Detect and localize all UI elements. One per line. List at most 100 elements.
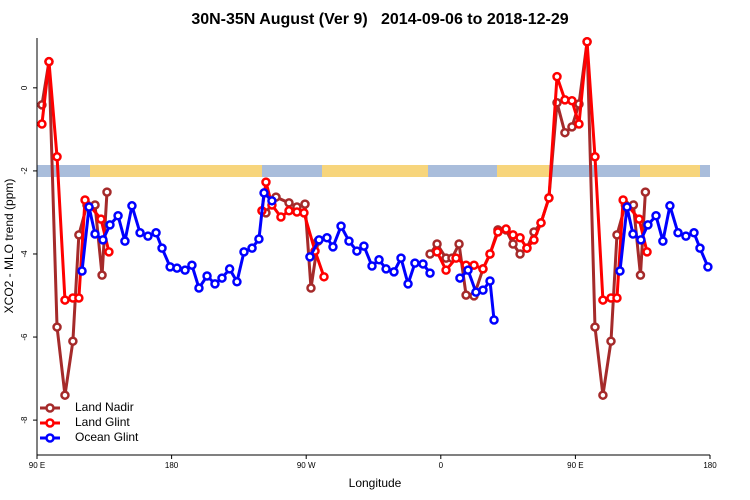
data-point [612, 293, 622, 303]
y-tick-label: -6 [20, 333, 29, 341]
legend-label: Ocean Glint [75, 430, 139, 444]
data-point [80, 195, 90, 205]
data-point [410, 258, 420, 268]
data-point [322, 233, 332, 243]
data-point [501, 224, 511, 234]
data-point [267, 196, 277, 206]
chart-title: 30N-35N August (Ver 9) 2014-09-06 to 201… [191, 11, 568, 28]
data-point [261, 177, 271, 187]
data-point [90, 229, 100, 239]
data-point [463, 265, 473, 275]
y-tick-label: -4 [20, 250, 29, 258]
data-point [478, 285, 488, 295]
data-point [582, 36, 592, 47]
data-point [97, 270, 107, 280]
data-point [634, 214, 644, 224]
data-point [247, 243, 257, 253]
y-tick-label: 0 [20, 85, 29, 90]
data-point [403, 279, 413, 289]
data-point [60, 295, 70, 305]
data-point [485, 249, 495, 259]
data-point [508, 239, 518, 249]
data-point [352, 246, 362, 256]
data-point [151, 228, 161, 238]
data-point [658, 236, 668, 246]
land-ocean-band [37, 165, 710, 177]
data-point [300, 199, 310, 209]
y-tick-label: -8 [20, 416, 29, 424]
data-point [590, 152, 600, 162]
legend-marker [45, 433, 55, 443]
legend-label: Land Glint [75, 415, 130, 429]
data-point [259, 188, 269, 198]
data-point [622, 202, 632, 212]
data-point [451, 253, 461, 263]
data-point [239, 247, 249, 257]
data-point [284, 198, 294, 208]
data-point [598, 295, 608, 305]
data-point [113, 211, 123, 221]
data-point [418, 259, 428, 269]
data-point [96, 214, 106, 224]
land-band [322, 165, 428, 177]
data-point [359, 241, 369, 251]
data-point [552, 71, 562, 82]
x-tick-label: 90 E [29, 461, 45, 470]
y-tick-label: -2 [20, 167, 29, 175]
x-tick-label: 90 W [297, 461, 316, 470]
data-point [673, 228, 683, 238]
data-point [515, 233, 525, 243]
legend-label: Land Nadir [75, 400, 134, 414]
data-point [52, 152, 62, 162]
data-point [367, 261, 377, 271]
data-point [224, 264, 235, 274]
x-tick-label: 90 E [567, 461, 583, 470]
data-point [328, 242, 338, 252]
data-point [254, 234, 264, 244]
data-point [489, 315, 499, 325]
data-point [618, 195, 628, 205]
data-point [104, 247, 114, 257]
data-point [143, 231, 153, 241]
data-point [640, 187, 651, 197]
data-point [344, 236, 354, 246]
x-axis-label: Longitude [349, 476, 402, 490]
x-tick-label: 180 [165, 461, 179, 470]
data-point [485, 276, 495, 286]
data-point [469, 260, 479, 270]
data-point [381, 264, 391, 274]
data-point [127, 201, 137, 211]
data-point [396, 253, 406, 263]
y-axis-label: XCO2 - MLO trend (ppm) [2, 179, 16, 314]
land-band [90, 165, 262, 177]
data-point [689, 228, 699, 238]
data-point [135, 228, 145, 238]
data-point [157, 243, 167, 253]
data-point [74, 293, 84, 303]
data-point [606, 336, 616, 346]
x-tick-label: 180 [703, 461, 717, 470]
data-point [68, 336, 78, 346]
data-point [635, 270, 646, 280]
data-point [305, 252, 315, 262]
data-point [615, 266, 625, 276]
data-point [314, 235, 324, 245]
data-point [202, 271, 212, 281]
land-band [640, 165, 700, 177]
data-point [598, 390, 608, 400]
x-tick-label: 0 [439, 461, 444, 470]
data-point [441, 265, 451, 275]
data-point [567, 95, 577, 106]
data-point [374, 255, 384, 265]
data-point [454, 239, 464, 249]
data-point [389, 267, 399, 277]
data-point [560, 127, 570, 138]
data-point [642, 247, 652, 257]
data-point [284, 206, 294, 216]
legend-marker [45, 418, 55, 428]
data-point [194, 283, 204, 293]
data-point [455, 273, 465, 283]
data-point [425, 268, 435, 278]
data-point [84, 202, 94, 212]
